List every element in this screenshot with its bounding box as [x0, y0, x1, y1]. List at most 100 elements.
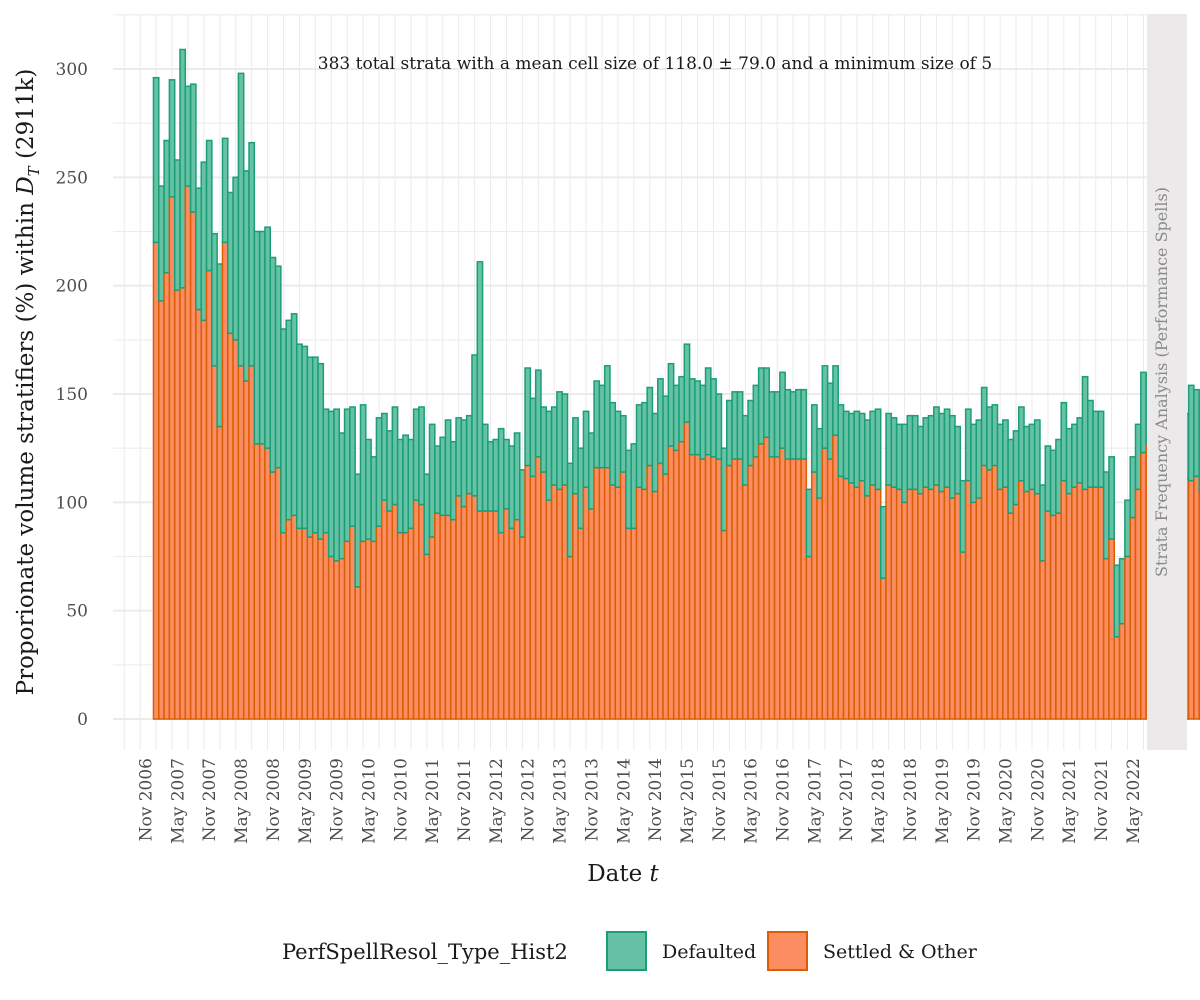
- y-tick-label: 50: [66, 602, 88, 622]
- bar-defaulted: [593, 380, 601, 469]
- x-tick-label: May 2016: [742, 758, 762, 844]
- bar-defaulted: [657, 378, 664, 465]
- bar-defaulted: [572, 417, 579, 495]
- bar-settled-other: [688, 453, 696, 720]
- bar-settled-other: [970, 501, 978, 720]
- bar-defaulted: [646, 386, 654, 467]
- x-tick-label: Nov 2016: [774, 758, 794, 841]
- bar-settled-other: [1049, 514, 1057, 720]
- bar-defaulted: [927, 414, 935, 491]
- bar-defaulted: [858, 412, 866, 482]
- x-tick-label: May 2013: [551, 758, 571, 844]
- legend-swatch-settled: [767, 931, 808, 971]
- x-tick-label: Nov 2008: [264, 758, 284, 841]
- bar-settled-other: [1187, 479, 1195, 720]
- bar-defaulted: [789, 391, 797, 460]
- bar-settled-other: [455, 495, 463, 720]
- y-tick-label: 150: [56, 385, 88, 405]
- bar-settled-other: [964, 479, 972, 720]
- bar-defaulted: [465, 414, 473, 495]
- legend: PerfSpellResol_Type_Hist2 Defaulted Sett…: [282, 931, 978, 971]
- bar-defaulted: [471, 354, 479, 497]
- bar-settled-other: [375, 525, 383, 720]
- bar-defaulted: [402, 434, 410, 534]
- bar-defaulted: [163, 139, 171, 274]
- bar-settled-other: [285, 518, 293, 720]
- bar-settled-other: [173, 289, 181, 720]
- bar-settled-other: [858, 479, 866, 720]
- bar-settled-other: [1193, 475, 1200, 720]
- bar-defaulted: [635, 404, 643, 488]
- bar-settled-other: [922, 486, 930, 720]
- y-axis-title-symbol: D: [13, 176, 39, 195]
- x-tick-label: May 2017: [805, 758, 825, 844]
- bar-defaulted: [821, 365, 829, 449]
- x-tick-label: May 2007: [168, 758, 188, 844]
- bar-defaulted: [763, 367, 770, 439]
- bar-settled-other: [407, 527, 415, 720]
- bar-defaulted: [1124, 499, 1131, 558]
- bar-settled-other: [152, 241, 160, 720]
- bar-settled-other: [444, 514, 452, 720]
- bar-defaulted: [625, 449, 632, 530]
- bar-settled-other: [1097, 486, 1105, 720]
- x-tick-label: May 2010: [359, 758, 379, 844]
- bar-defaulted: [407, 438, 415, 530]
- bar-settled-other: [954, 492, 962, 720]
- bar-settled-other: [428, 536, 436, 720]
- bar-defaulted: [816, 427, 824, 499]
- x-tick-label: Nov 2013: [582, 758, 602, 841]
- bar-defaulted: [853, 410, 861, 488]
- y-tick-label: 250: [56, 168, 88, 188]
- bar-defaulted: [561, 393, 569, 486]
- bar-settled-other: [338, 557, 346, 720]
- bar-defaulted: [651, 412, 659, 493]
- bar-settled-other: [672, 449, 680, 720]
- bar-settled-other: [296, 527, 303, 720]
- bar-settled-other: [497, 531, 505, 720]
- bar-settled-other: [370, 540, 378, 720]
- bar-settled-other: [848, 482, 855, 720]
- bar-settled-other: [274, 466, 282, 720]
- bar-defaulted: [848, 412, 855, 484]
- bar-settled-other: [879, 577, 887, 720]
- bar-defaulted: [189, 83, 197, 213]
- bar-defaulted: [1017, 406, 1025, 482]
- bar-defaulted: [508, 445, 516, 530]
- bar-settled-other: [641, 488, 648, 720]
- bar-defaulted: [577, 447, 585, 530]
- x-tick-label: May 2021: [1060, 758, 1080, 844]
- bar-settled-other: [1086, 486, 1094, 720]
- bar-defaulted: [370, 456, 378, 543]
- bar-settled-other: [885, 484, 893, 720]
- bar-settled-other: [704, 453, 712, 720]
- bar-defaulted: [1076, 417, 1084, 484]
- bar-settled-other: [518, 536, 526, 720]
- bar-defaulted: [874, 408, 882, 491]
- y-axis-title-prefix: Proporionate volume stratifiers (%) with…: [13, 195, 39, 696]
- bar-defaulted: [720, 447, 728, 532]
- x-tick-label: Nov 2014: [646, 758, 666, 841]
- bar-defaulted: [476, 261, 484, 512]
- bar-settled-other: [221, 241, 229, 720]
- x-tick-label: Nov 2017: [837, 758, 857, 841]
- bar-settled-other: [264, 447, 271, 720]
- bar-defaulted: [826, 382, 834, 460]
- bar-defaulted: [869, 410, 877, 486]
- bar-settled-other: [943, 486, 951, 720]
- x-tick-label: Nov 2015: [710, 758, 730, 841]
- bar-settled-other: [227, 332, 234, 720]
- bar-settled-other: [784, 458, 792, 720]
- bar-defaulted: [662, 395, 670, 475]
- bar-settled-other: [826, 458, 834, 720]
- bar-settled-other: [349, 525, 356, 720]
- bar-defaulted: [810, 404, 818, 473]
- bar-defaulted: [492, 438, 500, 512]
- bar-defaulted: [741, 414, 749, 486]
- bar-settled-other: [837, 475, 845, 720]
- x-axis-title-text: Date: [587, 861, 642, 887]
- bar-settled-other: [386, 510, 394, 720]
- x-tick-label: Nov 2006: [137, 758, 157, 841]
- bar-settled-other: [1071, 486, 1078, 720]
- bar-defaulted: [1065, 427, 1073, 495]
